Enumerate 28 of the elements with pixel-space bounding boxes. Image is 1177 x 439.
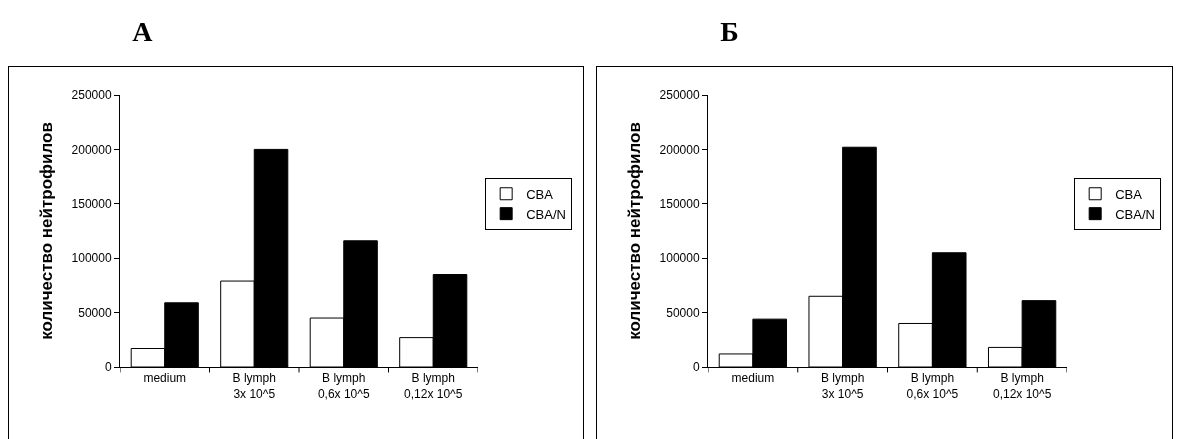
y-tick-label: 150000 [71, 197, 112, 211]
y-axis-title: количество нейтрофилов [625, 122, 645, 340]
y-tick-label: 250000 [659, 88, 700, 103]
x-tick-label: medium [143, 371, 187, 386]
x-tick-label: B lymph 0,6x 10^5 [317, 371, 370, 401]
y-tick-label: 0 [104, 360, 112, 375]
y-tick-label: 250000 [71, 88, 112, 103]
x-tick-label: B lymph 3x 10^5 [232, 371, 276, 401]
chart-title: Б [720, 15, 739, 47]
legend-label: CBA/N [526, 206, 566, 222]
y-tick-label: 150000 [659, 197, 700, 211]
x-tick-label: B lymph 0,6x 10^5 [906, 371, 959, 401]
y-tick-label: 50000 [78, 305, 112, 320]
x-tick-label: medium [731, 371, 775, 386]
y-axis-title: количество нейтрофилов [37, 122, 57, 340]
chart-title: А [132, 15, 154, 47]
y-tick-label: 50000 [666, 305, 700, 320]
y-tick-label: 0 [692, 360, 700, 375]
x-tick-label: B lymph 0,12x 10^5 [404, 371, 463, 401]
x-tick-label: B lymph 0,12x 10^5 [992, 371, 1052, 401]
legend-label: CBA/N [1115, 206, 1155, 222]
y-tick-label: 200000 [659, 142, 700, 157]
legend-label: CBA [1115, 186, 1143, 202]
y-tick-label: 200000 [71, 142, 112, 157]
legend-label: CBA [526, 186, 554, 202]
y-tick-label: 100000 [659, 251, 700, 266]
y-tick-label: 100000 [71, 251, 112, 266]
x-tick-label: B lymph 3x 10^5 [820, 371, 865, 401]
